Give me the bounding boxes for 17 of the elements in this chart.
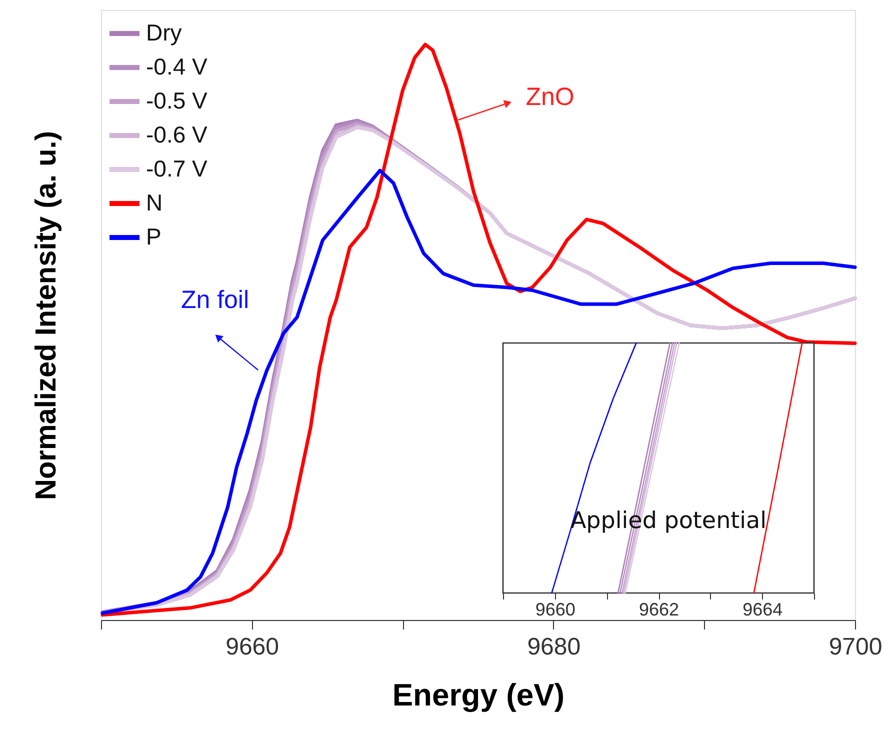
legend-label: -0.6 V <box>146 122 208 148</box>
x-tick-label: 9700 <box>828 634 882 660</box>
y-axis-title: Normalized Intensity (a. u.) <box>30 131 62 500</box>
x-tick-label: 9664 <box>742 600 783 620</box>
annotation: Zn foil <box>180 286 250 314</box>
x-axis-title: Energy (eV) <box>392 678 565 712</box>
legend-label: Dry <box>146 20 182 46</box>
legend-label: N <box>146 190 163 216</box>
annotation: ZnO <box>526 83 574 111</box>
legend-label: -0.4 V <box>146 54 208 80</box>
x-tick-label: 9660 <box>226 634 279 660</box>
legend-label: P <box>146 224 162 250</box>
legend-label: -0.5 V <box>146 88 208 114</box>
x-tick-label: 9680 <box>527 634 581 660</box>
x-tick-label: 9660 <box>535 600 576 620</box>
legend-label: -0.7 V <box>146 156 208 182</box>
x-tick-label: 9662 <box>638 600 680 620</box>
